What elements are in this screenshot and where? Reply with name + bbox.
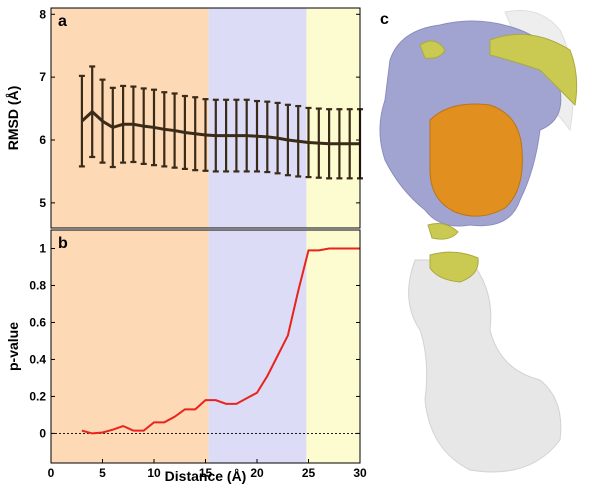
x-tick-label: 25	[302, 466, 316, 480]
y-tick-label: 6	[39, 133, 46, 147]
chart: 5 6 7 8 a RMSD (Å)	[5, 7, 363, 229]
data-line	[81, 247, 360, 435]
y-tick-label: 0	[39, 426, 46, 440]
y-tick-label: 0.2	[29, 389, 46, 403]
x-tick-label: 30	[353, 466, 367, 480]
y-axis-label: RMSD (Å)	[5, 86, 21, 151]
y-tick-label: 5	[39, 196, 46, 210]
protein-structure	[379, 9, 578, 473]
panel-label: c	[380, 11, 389, 28]
panel-label: b	[58, 235, 68, 252]
data-line	[80, 109, 360, 146]
x-tick-label: 5	[99, 466, 106, 480]
x-tick-label: 10	[147, 466, 161, 480]
y-tick-label: 8	[39, 7, 46, 21]
y-tick-label: 0.8	[29, 278, 46, 292]
x-tick-label: 0	[48, 466, 55, 480]
x-axis-label: Distance (Å)	[165, 468, 247, 484]
plot-frame	[50, 7, 361, 229]
region	[306, 8, 360, 228]
y-axis-label: p-value	[5, 322, 21, 371]
chart: 00.20.40.60.810 5 10 15 20 25 30bp-valueDistan…	[5, 229, 367, 484]
plot-frame	[50, 229, 361, 464]
y-tick-label: 0.4	[29, 352, 46, 366]
x-tick-label: 15	[199, 466, 213, 480]
y-tick-label: 1	[39, 241, 46, 255]
region	[208, 230, 307, 463]
y-tick-label: 7	[39, 70, 46, 84]
y-tick-label: 0.6	[29, 315, 46, 329]
region	[51, 230, 209, 463]
region	[306, 230, 360, 463]
panel-label: a	[58, 13, 67, 30]
region	[51, 8, 209, 228]
x-tick-label: 20	[250, 466, 264, 480]
